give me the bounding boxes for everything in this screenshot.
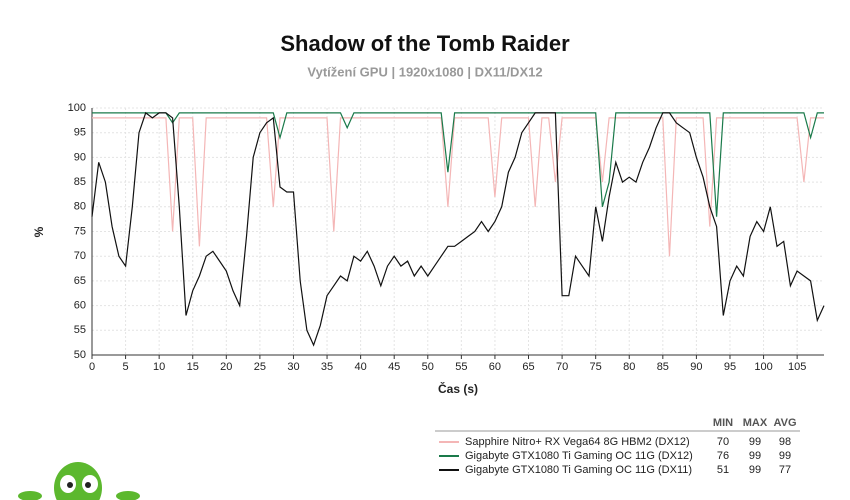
legend-label: Gigabyte GTX1080 Ti Gaming OC 11G (DX12)	[465, 450, 693, 462]
legend-header: MIN	[713, 417, 733, 429]
x-axis-title: Čas (s)	[438, 381, 478, 396]
x-tick-label: 30	[287, 361, 299, 373]
x-tick-label: 60	[489, 361, 501, 373]
legend-stat: 77	[779, 464, 791, 476]
x-tick-label: 50	[422, 361, 434, 373]
y-tick-label: 50	[74, 349, 86, 361]
x-tick-label: 35	[321, 361, 333, 373]
legend-stat: 99	[749, 436, 761, 448]
legend-stat: 99	[779, 450, 791, 462]
legend-stat: 51	[717, 464, 729, 476]
legend-stat: 98	[779, 436, 791, 448]
y-tick-label: 75	[74, 225, 86, 237]
legend-label: Gigabyte GTX1080 Ti Gaming OC 11G (DX11)	[465, 464, 692, 476]
series-line	[91, 111, 825, 347]
x-tick-label: 10	[153, 361, 165, 373]
y-tick-label: 65	[74, 275, 86, 287]
x-tick-label: 80	[623, 361, 635, 373]
x-tick-label: 70	[556, 361, 568, 373]
legend-label: Sapphire Nitro+ RX Vega64 8G HBM2 (DX12)	[465, 436, 690, 448]
x-tick-label: 90	[690, 361, 702, 373]
chart-subtitle: Vytížení GPU | 1920x1080 | DX11/DX12	[307, 64, 542, 79]
x-tick-label: 75	[590, 361, 602, 373]
legend-stat: 76	[717, 450, 729, 462]
x-tick-label: 15	[187, 361, 199, 373]
x-tick-label: 40	[354, 361, 366, 373]
y-tick-label: 60	[74, 300, 86, 312]
legend-stat: 99	[749, 464, 761, 476]
x-tick-label: 25	[254, 361, 266, 373]
x-tick-label: 0	[89, 361, 95, 373]
chart-title: Shadow of the Tomb Raider	[280, 31, 570, 56]
series-line	[92, 112, 824, 217]
y-axis-title: %	[32, 226, 46, 237]
x-tick-label: 45	[388, 361, 400, 373]
y-tick-label: 85	[74, 176, 86, 188]
y-tick-label: 55	[74, 324, 86, 336]
series-line	[92, 117, 824, 257]
x-tick-label: 105	[788, 361, 806, 373]
x-tick-label: 95	[724, 361, 736, 373]
mascot	[18, 462, 140, 500]
legend-stat: 70	[717, 436, 729, 448]
y-tick-label: 90	[74, 151, 86, 163]
x-tick-label: 65	[522, 361, 534, 373]
y-tick-label: 95	[74, 127, 86, 139]
x-tick-label: 20	[220, 361, 232, 373]
legend-header: AVG	[773, 417, 796, 429]
y-tick-label: 100	[68, 102, 86, 114]
legend-stat: 99	[749, 450, 761, 462]
x-tick-label: 100	[754, 361, 772, 373]
x-tick-label: 85	[657, 361, 669, 373]
x-tick-label: 5	[123, 361, 129, 373]
y-tick-label: 70	[74, 250, 86, 262]
legend-header: MAX	[743, 417, 768, 429]
x-tick-label: 55	[455, 361, 467, 373]
y-tick-label: 80	[74, 201, 86, 213]
